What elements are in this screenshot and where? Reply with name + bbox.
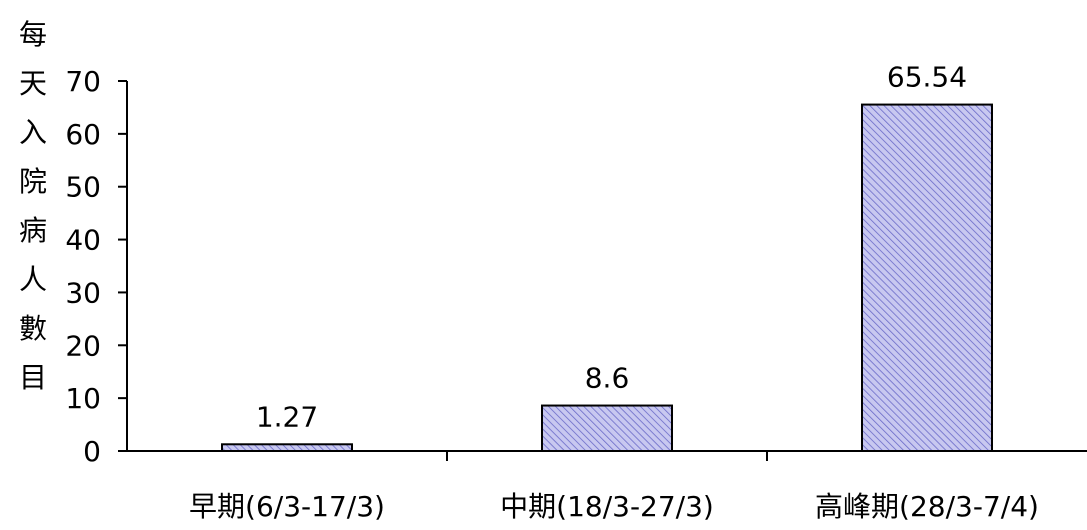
bar-data-label: 1.27 [256,400,318,433]
x-category-label: 高峰期(28/3-7/4) [815,490,1039,523]
bar [861,103,993,453]
bar [221,443,353,452]
data-labels: 1.27 8.6 65.54 [256,61,967,434]
y-axis-title-text: 每天入院病人數目 [19,18,47,394]
bar [541,404,673,452]
y-tick-label: 20 [65,329,101,362]
bars [221,103,993,453]
y-axis: 0 10 20 30 40 50 60 70 [65,65,128,468]
y-tick-label: 10 [65,382,101,415]
x-category-label: 早期(6/3-17/3) [189,490,385,523]
y-tick-label: 30 [65,276,101,309]
y-tick-label: 40 [65,224,101,257]
y-tick-label: 50 [65,171,101,204]
y-tick-label: 0 [83,435,101,468]
x-category-label: 中期(18/3-27/3) [500,490,714,523]
x-axis: 早期(6/3-17/3) 中期(18/3-27/3) 高峰期(28/3-7/4) [127,450,1087,523]
bar-data-label: 65.54 [887,61,967,94]
bar-data-label: 8.6 [585,362,630,395]
y-tick-label: 70 [65,65,101,98]
y-tick-label: 60 [65,118,101,151]
y-axis-title: 每天入院病人數目 [19,18,47,394]
